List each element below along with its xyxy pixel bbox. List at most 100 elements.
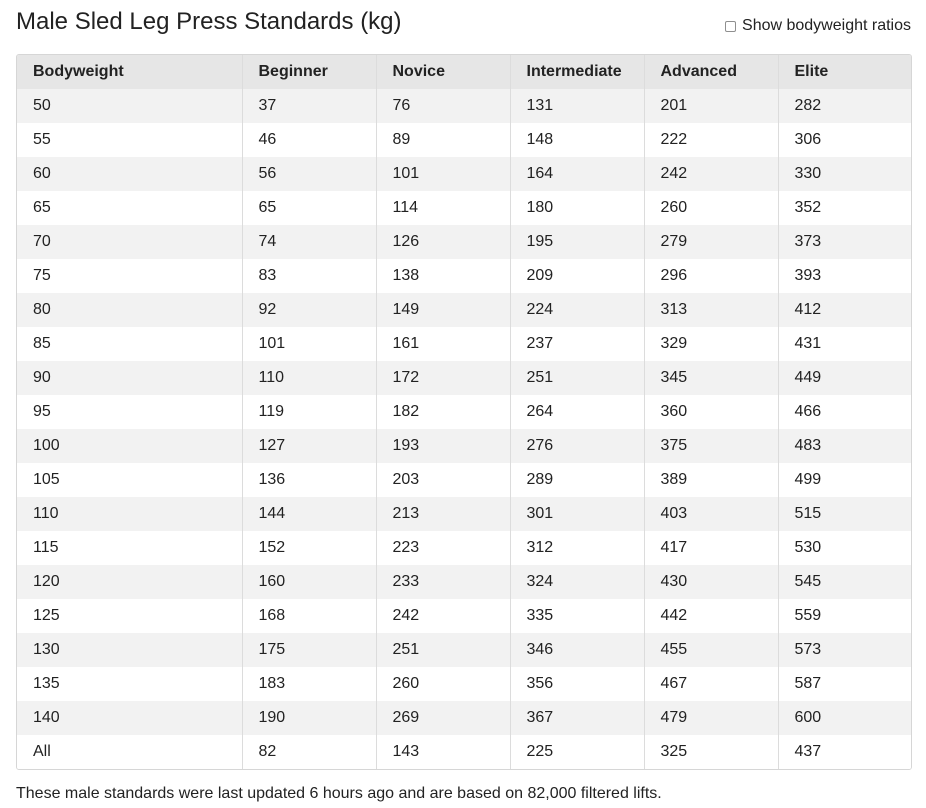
cell-intermediate: 289 bbox=[510, 463, 645, 497]
table-row: 60 56 101 164 242 330 bbox=[17, 157, 911, 191]
cell-novice: 193 bbox=[376, 429, 511, 463]
cell-novice: 213 bbox=[376, 497, 511, 531]
cell-intermediate: 276 bbox=[510, 429, 645, 463]
cell-elite: 483 bbox=[778, 429, 911, 463]
bodyweight-ratios-checkbox[interactable] bbox=[725, 20, 737, 32]
cell-intermediate: 312 bbox=[510, 531, 645, 565]
cell-beginner: 46 bbox=[242, 123, 377, 157]
cell-advanced: 430 bbox=[644, 565, 779, 599]
cell-beginner: 160 bbox=[242, 565, 377, 599]
cell-advanced: 389 bbox=[644, 463, 779, 497]
table-row: 55 46 89 148 222 306 bbox=[17, 123, 911, 157]
cell-novice: 223 bbox=[376, 531, 511, 565]
cell-intermediate: 367 bbox=[510, 701, 645, 735]
table-row: All 82 143 225 325 437 bbox=[17, 735, 911, 769]
cell-novice: 114 bbox=[376, 191, 511, 225]
table-row: 140 190 269 367 479 600 bbox=[17, 701, 911, 735]
cell-bodyweight: 70 bbox=[17, 225, 243, 259]
cell-elite: 393 bbox=[778, 259, 911, 293]
cell-advanced: 345 bbox=[644, 361, 779, 395]
cell-bodyweight: 115 bbox=[17, 531, 243, 565]
cell-beginner: 136 bbox=[242, 463, 377, 497]
cell-intermediate: 335 bbox=[510, 599, 645, 633]
table-row: 90 110 172 251 345 449 bbox=[17, 361, 911, 395]
standards-table-container: Bodyweight Beginner Novice Intermediate … bbox=[16, 54, 912, 770]
table-row: 120 160 233 324 430 545 bbox=[17, 565, 911, 599]
cell-bodyweight: 135 bbox=[17, 667, 243, 701]
cell-elite: 412 bbox=[778, 293, 911, 327]
cell-novice: 101 bbox=[376, 157, 511, 191]
table-row: 85 101 161 237 329 431 bbox=[17, 327, 911, 361]
cell-novice: 233 bbox=[376, 565, 511, 599]
table-row: 125 168 242 335 442 559 bbox=[17, 599, 911, 633]
footnote: These male standards were last updated 6… bbox=[16, 785, 662, 802]
cell-elite: 373 bbox=[778, 225, 911, 259]
cell-intermediate: 131 bbox=[510, 89, 645, 123]
header-elite: Elite bbox=[778, 55, 911, 89]
table-row: 80 92 149 224 313 412 bbox=[17, 293, 911, 327]
cell-beginner: 37 bbox=[242, 89, 377, 123]
cell-advanced: 329 bbox=[644, 327, 779, 361]
cell-advanced: 325 bbox=[644, 735, 779, 769]
table-row: 115 152 223 312 417 530 bbox=[17, 531, 911, 565]
cell-elite: 431 bbox=[778, 327, 911, 361]
cell-novice: 182 bbox=[376, 395, 511, 429]
header-bodyweight: Bodyweight bbox=[17, 55, 243, 89]
cell-beginner: 127 bbox=[242, 429, 377, 463]
cell-elite: 499 bbox=[778, 463, 911, 497]
cell-beginner: 190 bbox=[242, 701, 377, 735]
cell-advanced: 360 bbox=[644, 395, 779, 429]
cell-bodyweight: 60 bbox=[17, 157, 243, 191]
bodyweight-ratios-label: Show bodyweight ratios bbox=[742, 17, 911, 34]
cell-intermediate: 264 bbox=[510, 395, 645, 429]
cell-advanced: 313 bbox=[644, 293, 779, 327]
table-row: 110 144 213 301 403 515 bbox=[17, 497, 911, 531]
table-row: 130 175 251 346 455 573 bbox=[17, 633, 911, 667]
cell-novice: 143 bbox=[376, 735, 511, 769]
cell-novice: 89 bbox=[376, 123, 511, 157]
cell-bodyweight: 110 bbox=[17, 497, 243, 531]
cell-beginner: 92 bbox=[242, 293, 377, 327]
cell-novice: 138 bbox=[376, 259, 511, 293]
cell-beginner: 144 bbox=[242, 497, 377, 531]
cell-advanced: 201 bbox=[644, 89, 779, 123]
cell-elite: 306 bbox=[778, 123, 911, 157]
cell-elite: 449 bbox=[778, 361, 911, 395]
cell-elite: 466 bbox=[778, 395, 911, 429]
cell-bodyweight: 80 bbox=[17, 293, 243, 327]
cell-advanced: 242 bbox=[644, 157, 779, 191]
cell-intermediate: 251 bbox=[510, 361, 645, 395]
cell-elite: 530 bbox=[778, 531, 911, 565]
cell-novice: 203 bbox=[376, 463, 511, 497]
cell-intermediate: 195 bbox=[510, 225, 645, 259]
cell-intermediate: 237 bbox=[510, 327, 645, 361]
cell-advanced: 442 bbox=[644, 599, 779, 633]
cell-intermediate: 209 bbox=[510, 259, 645, 293]
header-intermediate: Intermediate bbox=[510, 55, 645, 89]
cell-novice: 149 bbox=[376, 293, 511, 327]
cell-elite: 282 bbox=[778, 89, 911, 123]
cell-bodyweight: 90 bbox=[17, 361, 243, 395]
cell-advanced: 403 bbox=[644, 497, 779, 531]
bodyweight-ratios-toggle[interactable]: Show bodyweight ratios bbox=[725, 17, 911, 35]
cell-beginner: 152 bbox=[242, 531, 377, 565]
cell-novice: 172 bbox=[376, 361, 511, 395]
cell-intermediate: 164 bbox=[510, 157, 645, 191]
cell-elite: 330 bbox=[778, 157, 911, 191]
cell-bodyweight: 55 bbox=[17, 123, 243, 157]
table-row: 105 136 203 289 389 499 bbox=[17, 463, 911, 497]
cell-elite: 515 bbox=[778, 497, 911, 531]
cell-beginner: 119 bbox=[242, 395, 377, 429]
header-advanced: Advanced bbox=[644, 55, 779, 89]
cell-bodyweight: 105 bbox=[17, 463, 243, 497]
table-row: 70 74 126 195 279 373 bbox=[17, 225, 911, 259]
cell-novice: 126 bbox=[376, 225, 511, 259]
header-beginner: Beginner bbox=[242, 55, 377, 89]
cell-novice: 76 bbox=[376, 89, 511, 123]
cell-bodyweight: 85 bbox=[17, 327, 243, 361]
cell-advanced: 455 bbox=[644, 633, 779, 667]
cell-beginner: 168 bbox=[242, 599, 377, 633]
cell-advanced: 417 bbox=[644, 531, 779, 565]
cell-bodyweight: 65 bbox=[17, 191, 243, 225]
cell-intermediate: 180 bbox=[510, 191, 645, 225]
